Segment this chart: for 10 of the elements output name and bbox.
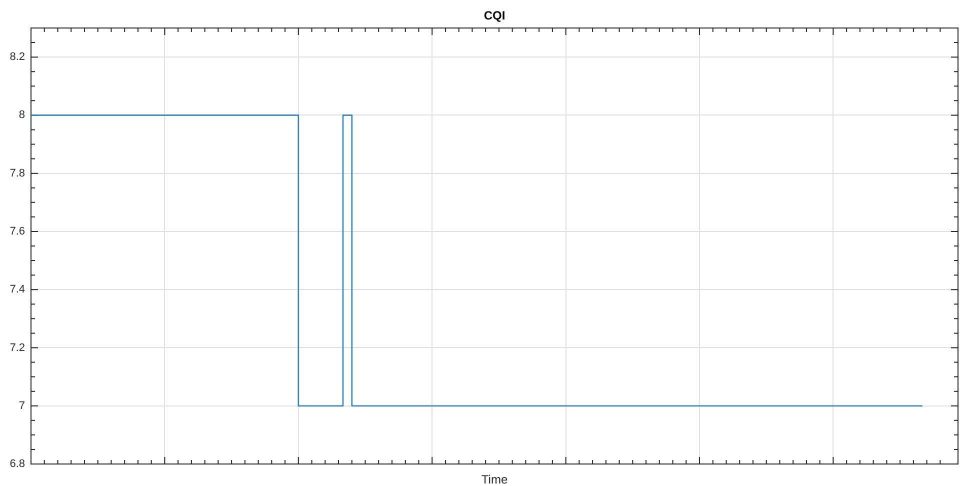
y-tick-label: 7.4 (10, 284, 25, 296)
y-tick-label: 8 (18, 109, 25, 122)
y-tick-label: 7.2 (10, 342, 25, 354)
chart-title: CQI (484, 8, 506, 22)
y-tick-label: 7 (18, 400, 25, 412)
y-tick-label: 7.8 (10, 167, 25, 180)
y-tick-label: 8.2 (10, 51, 25, 64)
y-tick-label: 6.8 (10, 458, 25, 470)
x-axis-title: Time (481, 472, 508, 486)
y-tick-label: 7.6 (10, 226, 25, 238)
